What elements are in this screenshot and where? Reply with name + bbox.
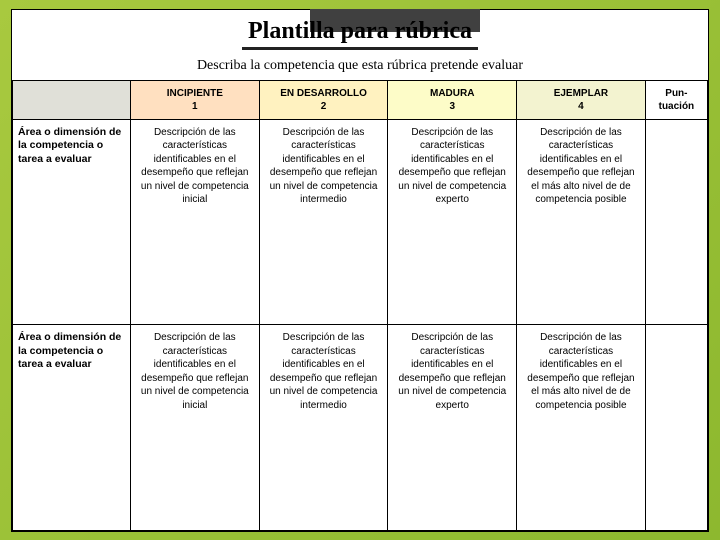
header-level-1-num: 1 bbox=[136, 100, 254, 113]
header-level-4-name: EJEMPLAR bbox=[522, 87, 640, 100]
cell-r2-score bbox=[645, 325, 707, 531]
cell-r2-l3: Descripción de las características ident… bbox=[388, 325, 517, 531]
header-row: INCIPIENTE 1 EN DESARROLLO 2 MADURA 3 EJ… bbox=[13, 80, 708, 119]
cell-r1-l2: Descripción de las características ident… bbox=[259, 119, 388, 325]
header-level-3-name: MADURA bbox=[393, 87, 511, 100]
cell-r1-l4: Descripción de las características ident… bbox=[517, 119, 646, 325]
table-row: Área o dimensión de la competencia o tar… bbox=[13, 325, 708, 531]
header-level-3: MADURA 3 bbox=[388, 80, 517, 119]
title-wrap: Plantilla para rúbrica bbox=[12, 10, 708, 52]
cell-r1-score bbox=[645, 119, 707, 325]
title-bar: Plantilla para rúbrica bbox=[242, 18, 478, 50]
header-level-2-name: EN DESARROLLO bbox=[265, 87, 383, 100]
header-level-2: EN DESARROLLO 2 bbox=[259, 80, 388, 119]
header-level-3-num: 3 bbox=[393, 100, 511, 113]
cell-r2-l1: Descripción de las características ident… bbox=[130, 325, 259, 531]
header-level-2-num: 2 bbox=[265, 100, 383, 113]
cell-r1-l3: Descripción de las características ident… bbox=[388, 119, 517, 325]
row-label-2: Área o dimensión de la competencia o tar… bbox=[13, 325, 131, 531]
header-blank bbox=[13, 80, 131, 119]
row-label-1: Área o dimensión de la competencia o tar… bbox=[13, 119, 131, 325]
rubric-table: INCIPIENTE 1 EN DESARROLLO 2 MADURA 3 EJ… bbox=[12, 80, 708, 531]
header-level-4-num: 4 bbox=[522, 100, 640, 113]
cell-r2-l4: Descripción de las características ident… bbox=[517, 325, 646, 531]
header-level-4: EJEMPLAR 4 bbox=[517, 80, 646, 119]
header-level-1: INCIPIENTE 1 bbox=[130, 80, 259, 119]
cell-r1-l1: Descripción de las características ident… bbox=[130, 119, 259, 325]
table-row: Área o dimensión de la competencia o tar… bbox=[13, 119, 708, 325]
cell-r2-l2: Descripción de las características ident… bbox=[259, 325, 388, 531]
page-title: Plantilla para rúbrica bbox=[248, 18, 472, 44]
page-subtitle: Describa la competencia que esta rúbrica… bbox=[12, 52, 708, 80]
header-score: Pun-tuación bbox=[645, 80, 707, 119]
slide-container: Plantilla para rúbrica Describa la compe… bbox=[11, 9, 709, 532]
header-level-1-name: INCIPIENTE bbox=[136, 87, 254, 100]
